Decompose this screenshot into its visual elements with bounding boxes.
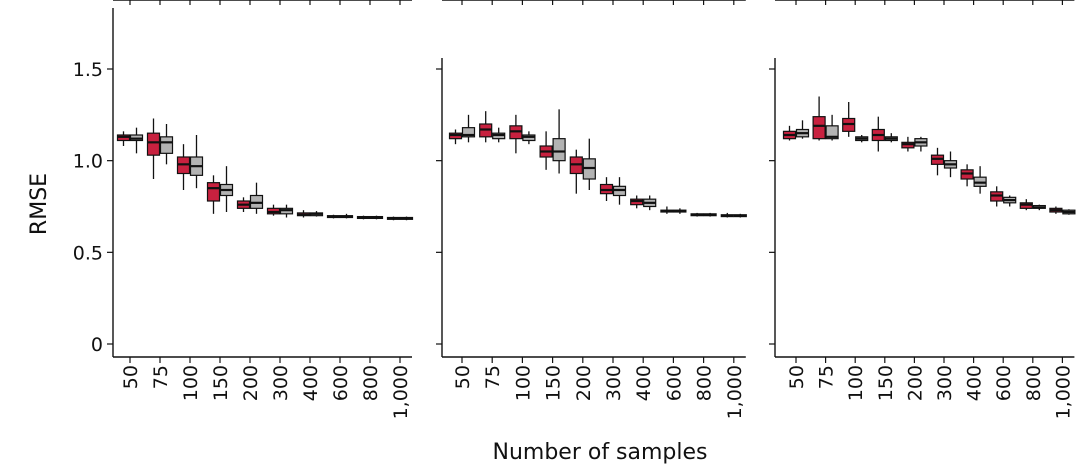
x-tick-label: 600 <box>993 365 1015 401</box>
box <box>146 132 161 156</box>
x-tick-label: 1,000 <box>1052 365 1074 419</box>
panel-1-boxes <box>116 118 414 221</box>
box <box>159 136 174 154</box>
x-tick-label: 800 <box>360 365 382 401</box>
x-tick-label: 50 <box>452 365 474 389</box>
x-tick-label: 400 <box>300 365 322 401</box>
x-axis-title: Number of samples <box>492 440 707 465</box>
box <box>825 125 839 140</box>
upper-panel-1-axis <box>113 0 412 5</box>
y-axis-title: RMSE <box>27 173 52 235</box>
box <box>461 127 476 138</box>
x-tick-label: 300 <box>603 365 625 401</box>
x-tick-label: 1,000 <box>390 365 412 419</box>
box <box>812 116 826 140</box>
x-tick-label: 400 <box>633 365 655 401</box>
panel-2-axes: 50 75 100 150 200 300 400 600 800 1,000 <box>436 58 746 419</box>
x-tick-label: 75 <box>816 365 838 389</box>
marks-layer <box>116 96 1076 221</box>
upper-panel-3-axis <box>775 0 1075 5</box>
axes-layer: 0 0.5 1.0 1.5 50 75 100 150 200 300 400 600 800 1,000… <box>73 0 1075 419</box>
x-tick-label: 600 <box>330 365 352 401</box>
x-tick-label: 1,000 <box>724 365 746 419</box>
x-tick-label: 100 <box>180 365 202 401</box>
upper-panel-2-axis <box>442 0 746 5</box>
x-tick-label: 75 <box>150 365 172 389</box>
x-tick-label: 300 <box>270 365 292 401</box>
y-tick-label: 1.0 <box>73 151 103 173</box>
box <box>552 138 566 162</box>
x-tick-label: 200 <box>904 365 926 401</box>
y-tick-label: 1.5 <box>73 59 103 81</box>
box <box>206 182 221 202</box>
x-tick-label: 150 <box>543 365 565 401</box>
panel-1-axes: 0 0.5 1.0 1.5 50 75 100 150 200 300 400 600 800 1,000 <box>73 8 412 419</box>
x-tick-label: 200 <box>240 365 262 401</box>
y-tick-label: 0.5 <box>73 242 103 264</box>
x-tick-label: 150 <box>875 365 897 401</box>
panel-2-boxes <box>448 109 747 218</box>
x-tick-label: 800 <box>694 365 716 401</box>
x-tick-label: 600 <box>663 365 685 401</box>
x-tick-label: 100 <box>512 365 534 401</box>
x-tick-label: 75 <box>482 365 504 389</box>
x-tick-label: 800 <box>1023 365 1045 401</box>
x-tick-label: 300 <box>934 365 956 401</box>
x-tick-label: 50 <box>786 365 808 389</box>
x-tick-label: 50 <box>120 365 142 389</box>
x-tick-label: 150 <box>210 365 232 401</box>
panel-3-boxes <box>782 96 1076 215</box>
x-tick-label: 400 <box>964 365 986 401</box>
x-tick-label: 100 <box>845 365 867 401</box>
x-tick-label: 200 <box>573 365 595 401</box>
y-tick-label: 0 <box>91 334 103 356</box>
panel-3-axes: 50 75 100 150 200 300 400 600 800 1,000 <box>769 58 1075 419</box>
